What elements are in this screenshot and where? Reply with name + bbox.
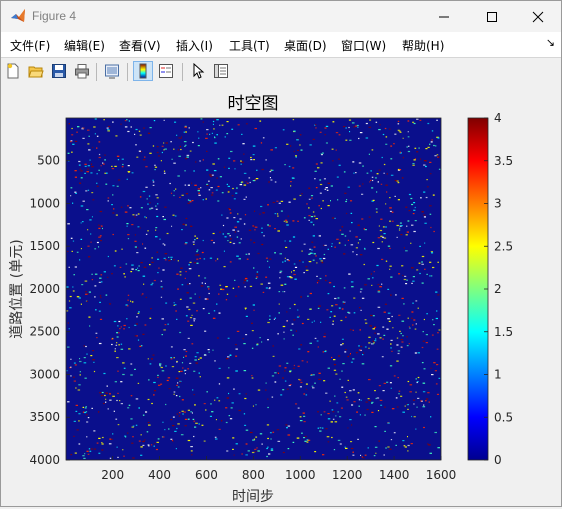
print-preview-button[interactable] xyxy=(102,61,122,81)
colorbar-icon xyxy=(139,63,147,79)
menu-desktop[interactable]: 桌面(D) xyxy=(284,39,327,53)
y-tick-label: 2500 xyxy=(29,325,60,339)
heatmap-background xyxy=(66,118,441,460)
heatmap-image xyxy=(66,118,441,460)
save-icon xyxy=(52,64,66,78)
menu-tools[interactable]: 工具(T) xyxy=(229,39,270,53)
minimize-button[interactable] xyxy=(421,1,467,32)
colorbar-tick-label: 0.5 xyxy=(494,410,513,424)
x-tick-label: 1600 xyxy=(426,468,457,482)
spacetime-plot: 时空图 200 400 600 800 1000 1200 1400 1600 500 1000 1… xyxy=(9,94,513,505)
toolbar-separator xyxy=(182,63,183,81)
y-tick-label: 500 xyxy=(37,154,60,168)
pointer-icon xyxy=(193,63,205,79)
print-icon xyxy=(75,64,89,79)
new-figure-icon xyxy=(7,63,19,79)
colorbar-tick-label: 4 xyxy=(494,111,502,125)
menu-edit[interactable]: 编辑(E) xyxy=(64,39,105,53)
heatmap-speckle xyxy=(66,118,441,459)
close-button[interactable] xyxy=(515,1,561,32)
chart-title: 时空图 xyxy=(228,94,279,114)
y-tick-label: 2000 xyxy=(29,282,60,296)
open-file-button[interactable] xyxy=(26,61,46,81)
colorbar-tick-label: 2.5 xyxy=(494,239,513,253)
y-tick-label: 3000 xyxy=(29,367,60,381)
axes: 200 400 600 800 1000 1200 1400 1600 500 1000 1500 2… xyxy=(29,117,457,482)
x-tick-label: 1000 xyxy=(285,468,316,482)
toolbar xyxy=(1,57,561,87)
y-tick-label: 1000 xyxy=(29,196,60,210)
colorbar-tick-label: 1.5 xyxy=(494,325,513,339)
colorbar-tick-label: 0 xyxy=(494,453,502,467)
minimize-icon xyxy=(439,16,449,17)
colorbar: 0 0.5 1 1.5 2 2.5 3 3.5 4 xyxy=(467,111,513,467)
property-inspector-button[interactable] xyxy=(211,61,231,81)
print-button[interactable] xyxy=(72,61,92,81)
close-icon xyxy=(532,11,544,22)
print-preview-icon xyxy=(105,64,119,79)
menu-view[interactable]: 查看(V) xyxy=(119,39,161,53)
menu-help[interactable]: 帮助(H) xyxy=(402,39,445,53)
x-axis-label: 时间步 xyxy=(232,489,274,505)
menu-window[interactable]: 窗口(W) xyxy=(341,39,387,53)
x-tick-label: 200 xyxy=(101,468,124,482)
pointer-button[interactable] xyxy=(188,61,208,81)
maximize-icon xyxy=(487,11,497,22)
figure-canvas: 时空图 200 400 600 800 1000 1200 1400 1600 500 1000 1… xyxy=(1,86,561,506)
menu-overflow-icon[interactable]: ↘ xyxy=(545,36,555,49)
toolbar-separator xyxy=(127,63,128,81)
y-tick-label: 4000 xyxy=(29,453,60,467)
x-tick-label: 400 xyxy=(148,468,171,482)
save-button[interactable] xyxy=(49,61,69,81)
menu-bar: 文件(F) 编辑(E) 查看(V) 插入(I) 工具(T) 桌面(D) 窗口(W… xyxy=(1,32,561,57)
y-tick-label: 1500 xyxy=(29,239,60,253)
x-tick-label: 800 xyxy=(242,468,265,482)
y-axis-label: 道路位置 (单元) xyxy=(9,239,25,338)
window-title: Figure 4 xyxy=(32,9,77,23)
property-inspector-icon xyxy=(214,64,228,78)
open-file-icon xyxy=(28,66,44,78)
title-bar: Figure 4 xyxy=(1,1,561,32)
insert-colorbar-button[interactable] xyxy=(133,61,153,81)
maximize-button[interactable] xyxy=(469,1,515,32)
insert-legend-button[interactable] xyxy=(156,61,176,81)
new-figure-button[interactable] xyxy=(3,61,23,81)
x-tick-label: 1200 xyxy=(332,468,363,482)
colorbar-tick-label: 3.5 xyxy=(494,154,513,168)
colorbar-tick-label: 1 xyxy=(494,368,502,382)
toolbar-separator xyxy=(96,63,97,81)
colorbar-tick-label: 2 xyxy=(494,282,502,296)
x-tick-label: 600 xyxy=(195,468,218,482)
colorbar-tick-label: 3 xyxy=(494,197,502,211)
menu-file[interactable]: 文件(F) xyxy=(10,39,51,53)
y-tick-label: 3500 xyxy=(29,410,60,424)
legend-icon xyxy=(159,64,173,78)
x-tick-label: 1400 xyxy=(379,468,410,482)
menu-insert[interactable]: 插入(I) xyxy=(176,39,213,53)
matlab-logo-icon xyxy=(10,8,26,24)
